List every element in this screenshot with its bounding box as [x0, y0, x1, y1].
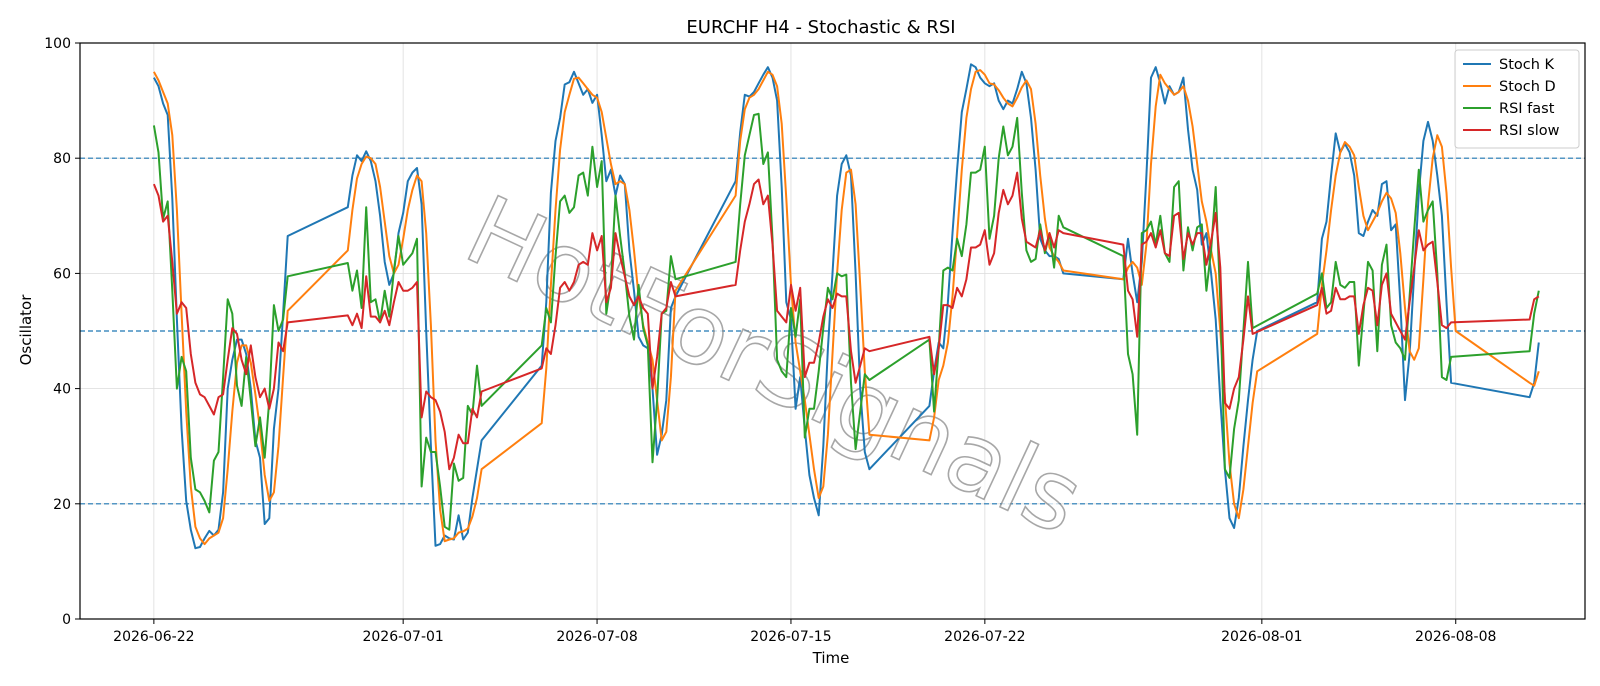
- y-tick-label: 80: [53, 151, 71, 167]
- series-line-stoch-d: [153, 69, 1540, 546]
- x-tick-label: 2026-07-22: [944, 629, 1025, 645]
- legend-label: RSI fast: [1499, 101, 1555, 117]
- x-axis-label: Time: [812, 649, 850, 667]
- series-line-rsi-slow: [152, 171, 1540, 471]
- legend-label: Stoch K: [1499, 57, 1555, 73]
- legend-box: [1454, 49, 1580, 149]
- x-tick-label: 2026-08-08: [1415, 629, 1496, 645]
- x-tick-label: 2026-08-01: [1221, 629, 1302, 645]
- legend-label: RSI slow: [1499, 123, 1560, 139]
- legend-label: Stoch D: [1499, 79, 1556, 95]
- y-tick-label: 100: [44, 36, 71, 52]
- y-tick-label: 0: [62, 612, 71, 628]
- y-axis-label: Oscillator: [17, 294, 35, 366]
- y-tick-label: 40: [53, 382, 71, 398]
- reference-lines: [80, 157, 1585, 505]
- y-tick-label: 20: [53, 497, 71, 513]
- y-axis-ticks: 0 20 40 60 80 100: [44, 36, 80, 628]
- x-tick-label: 2026-07-01: [362, 629, 443, 645]
- x-tick-label: 2026-06-22: [113, 629, 194, 645]
- x-tick-label: 2026-07-08: [556, 629, 637, 645]
- series-line-stoch-k: [153, 63, 1540, 550]
- legend: Stoch K Stoch D RSI fast RSI slow: [1454, 49, 1580, 149]
- plot-frame: [79, 42, 1586, 620]
- x-tick-label: 2026-07-15: [750, 629, 831, 645]
- x-axis-ticks: 2026-06-22 2026-07-01 2026-07-08 2026-07-15…: [113, 619, 1496, 645]
- series-lines: [152, 63, 1540, 550]
- axes: [79, 42, 1586, 620]
- y-tick-label: 60: [53, 266, 71, 282]
- chart-title: EURCHF H4 - Stochastic & RSI: [686, 17, 955, 38]
